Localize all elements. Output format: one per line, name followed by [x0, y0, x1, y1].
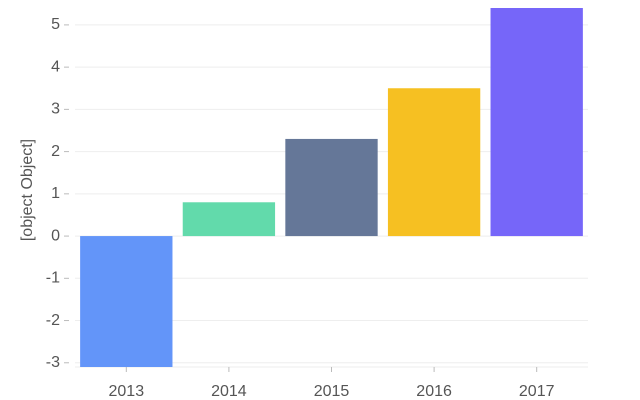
x-tick-label: 2017 [519, 383, 555, 400]
y-tick-label: 4 [51, 58, 60, 75]
y-tick-label: -3 [46, 354, 60, 371]
x-tick-label: 2013 [109, 383, 145, 400]
x-tick-label: 2014 [211, 383, 247, 400]
y-tick-label: 5 [51, 16, 60, 33]
x-tick-label: 2016 [416, 383, 452, 400]
bar [80, 236, 173, 367]
bar [490, 8, 583, 237]
y-tick-label: -2 [46, 312, 60, 329]
y-tick-label: 1 [51, 185, 60, 202]
y-tick-label: -1 [46, 270, 60, 287]
bar [387, 88, 481, 237]
y-tick-label: 2 [51, 143, 60, 160]
x-tick-label: 2015 [314, 383, 350, 400]
y-tick-label: 0 [51, 227, 60, 244]
y-tick-label: 3 [51, 101, 60, 118]
bar [182, 202, 276, 237]
y-axis-label: [object Object] [19, 139, 36, 241]
bar [285, 138, 378, 237]
